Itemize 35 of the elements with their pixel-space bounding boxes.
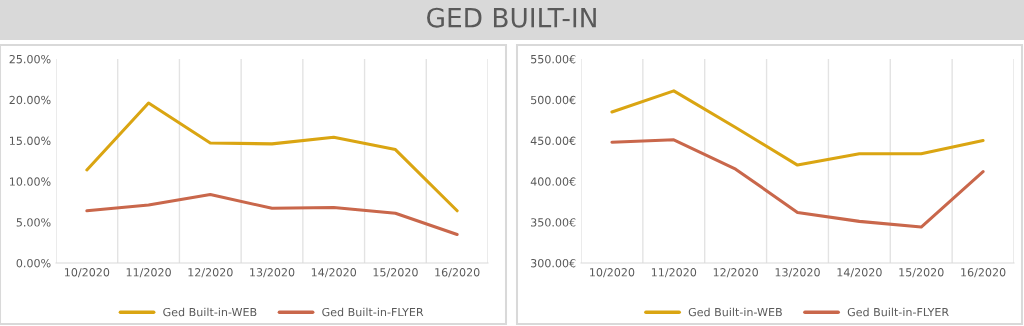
x-tick-label: 15/2020 bbox=[373, 268, 418, 278]
legend-label: Ged Built-in-FLYER bbox=[847, 307, 949, 317]
x-tick-label: 12/2020 bbox=[188, 268, 233, 278]
x-tick-label: 11/2020 bbox=[651, 268, 697, 278]
x-tick-label: 13/2020 bbox=[775, 268, 820, 278]
line-series bbox=[610, 138, 985, 229]
x-tick-label: 14/2020 bbox=[311, 268, 357, 278]
y-tick-label: 400.00€ bbox=[530, 177, 576, 186]
y-tick-label: 5.00% bbox=[16, 218, 51, 227]
y-tick-label: 550.00€ bbox=[531, 54, 576, 64]
x-tick-label: 16/2020 bbox=[435, 268, 480, 278]
y-tick-label: 450.00€ bbox=[530, 136, 576, 145]
x-tick-label: 16/2020 bbox=[961, 268, 1006, 278]
y-tick-label: 15.00% bbox=[9, 136, 51, 145]
y-tick-label: 20.00% bbox=[9, 95, 51, 105]
y-tick-label: 350.00€ bbox=[531, 218, 576, 227]
x-tick-label: 10/2020 bbox=[590, 268, 635, 278]
y-tick-label: 10.00% bbox=[9, 177, 51, 186]
legend-label: Ged Built-in-FLYER bbox=[322, 307, 424, 317]
x-tick-label: 15/2020 bbox=[899, 268, 944, 278]
x-tick-label: 10/2020 bbox=[65, 268, 110, 278]
legend-label: Ged Built-in-WEB bbox=[163, 307, 257, 317]
chart-title: GED BUILT-IN bbox=[427, 7, 596, 28]
line-series bbox=[85, 192, 459, 236]
legend-label: Ged Built-in-WEB bbox=[688, 307, 782, 317]
x-tick-label: 12/2020 bbox=[713, 268, 758, 278]
y-tick-label: 0.00% bbox=[16, 258, 51, 268]
line-series bbox=[85, 101, 459, 213]
x-tick-label: 14/2020 bbox=[837, 268, 882, 278]
y-tick-label: 25.00% bbox=[9, 54, 51, 64]
line-series bbox=[610, 89, 985, 167]
y-tick-label: 300.00€ bbox=[531, 258, 576, 268]
x-tick-label: 13/2020 bbox=[250, 268, 295, 278]
y-tick-label: 500.00€ bbox=[531, 95, 576, 105]
x-tick-label: 11/2020 bbox=[126, 268, 171, 278]
